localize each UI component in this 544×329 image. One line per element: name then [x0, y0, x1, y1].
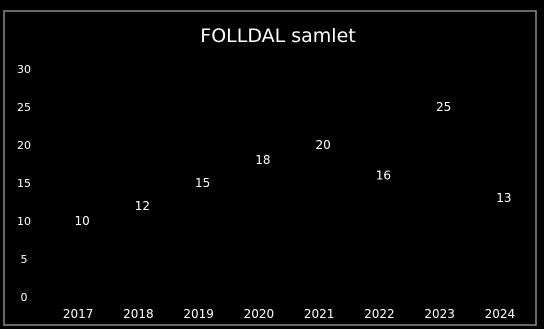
- y-tick-label: 0: [21, 291, 28, 304]
- x-axis: 2017 2018 2019 2020 2021 2022 2023 2024: [63, 307, 515, 321]
- data-labels: 10 12 15 18 20 16 25 13: [74, 100, 511, 228]
- data-label: 18: [255, 153, 270, 167]
- data-label: 25: [436, 100, 451, 114]
- y-tick-label: 30: [17, 63, 31, 76]
- x-tick-label: 2018: [123, 307, 154, 321]
- data-label: 20: [315, 138, 330, 152]
- x-tick-label: 2019: [183, 307, 214, 321]
- data-label: 13: [496, 191, 511, 205]
- data-label: 15: [195, 176, 210, 190]
- chart-frame: [3, 10, 537, 326]
- y-axis: 0 5 10 15 20 25 30: [17, 63, 31, 304]
- y-tick-label: 5: [21, 253, 28, 266]
- y-tick-label: 15: [17, 177, 31, 190]
- x-tick-label: 2020: [244, 307, 275, 321]
- x-tick-label: 2021: [304, 307, 335, 321]
- data-label: 10: [74, 214, 89, 228]
- y-tick-label: 25: [17, 101, 31, 114]
- y-tick-label: 10: [17, 215, 31, 228]
- y-tick-label: 20: [17, 139, 31, 152]
- x-tick-label: 2022: [364, 307, 395, 321]
- x-tick-label: 2023: [424, 307, 455, 321]
- chart-title: FOLLDAL samlet: [200, 25, 355, 47]
- x-tick-label: 2024: [485, 307, 516, 321]
- data-label: 12: [135, 199, 150, 213]
- data-label: 16: [376, 168, 391, 182]
- x-tick-label: 2017: [63, 307, 94, 321]
